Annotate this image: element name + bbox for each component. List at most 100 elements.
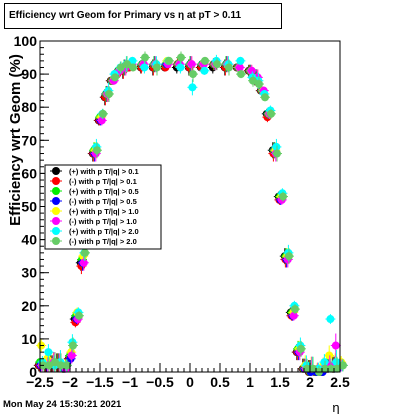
- legend-label: (+) with p T/|q| > 1.0: [69, 207, 139, 216]
- data-point: [225, 63, 233, 72]
- data-point: [153, 63, 161, 72]
- data-point: [237, 70, 245, 79]
- data-point: [57, 361, 65, 370]
- x-tick-label: 2.5: [330, 374, 350, 390]
- series-group: [38, 51, 348, 376]
- data-point: [297, 344, 305, 353]
- data-point: [105, 89, 113, 98]
- data-point: [44, 348, 53, 357]
- data-point: [267, 109, 275, 118]
- legend-marker: [52, 187, 60, 195]
- legend-marker: [52, 217, 60, 225]
- data-point: [309, 364, 317, 373]
- data-point: [236, 56, 245, 65]
- data-point: [93, 146, 101, 155]
- legend: (+) with p T/|q| > 0.1(-) with p T/|q| >…: [44, 164, 162, 250]
- data-point: [320, 358, 329, 367]
- data-point: [188, 83, 197, 92]
- y-axis-label: Efficiency wrt Geom (%): [7, 54, 24, 226]
- y-tick-label: 0: [29, 364, 37, 380]
- x-tick-label: −1: [122, 374, 138, 390]
- x-tick-label: −2.5: [26, 374, 54, 390]
- data-point: [176, 63, 185, 72]
- data-point: [325, 351, 334, 360]
- data-point: [200, 66, 209, 75]
- data-point: [117, 63, 125, 72]
- data-point: [326, 315, 335, 324]
- data-point: [187, 60, 196, 69]
- data-point: [79, 258, 88, 267]
- data-point: [303, 364, 311, 373]
- x-tick-label: −0.5: [146, 374, 174, 390]
- data-point: [123, 60, 131, 69]
- data-point: [332, 358, 341, 367]
- data-point: [261, 93, 269, 102]
- data-point: [279, 192, 287, 201]
- data-point: [327, 364, 335, 373]
- y-tick-label: 40: [21, 232, 37, 248]
- x-tick-label: 1.5: [270, 374, 290, 390]
- y-tick-label: 10: [21, 331, 37, 347]
- data-point: [111, 73, 119, 82]
- data-point: [291, 305, 299, 314]
- data-point: [129, 63, 137, 72]
- data-point: [255, 80, 263, 89]
- legend-marker: [52, 167, 60, 175]
- data-point: [235, 63, 244, 72]
- data-point: [51, 358, 59, 367]
- y-tick-label: 70: [21, 132, 37, 148]
- legend-marker: [52, 207, 60, 215]
- data-point: [247, 66, 256, 75]
- data-point: [273, 149, 281, 158]
- x-tick-label: −1.5: [86, 374, 114, 390]
- x-axis-label: η: [332, 400, 339, 414]
- chart-marks: [33, 51, 348, 376]
- x-tick-label: −2: [62, 374, 78, 390]
- legend-label: (-) with p T/|q| > 1.0: [69, 217, 137, 226]
- y-tick-label: 60: [21, 165, 37, 181]
- data-point: [285, 252, 293, 261]
- timestamp: Mon May 24 15:30:21 2021: [3, 399, 122, 410]
- x-tick-label: 2: [306, 374, 314, 390]
- data-point: [97, 116, 106, 125]
- chart-title: Efficiency wrt Geom for Primary vs η at …: [4, 3, 282, 29]
- data-point: [339, 361, 347, 370]
- x-tick-label: 1: [246, 374, 254, 390]
- legend-marker: [52, 227, 60, 235]
- data-point: [75, 311, 83, 320]
- data-point: [321, 364, 329, 373]
- data-point: [140, 63, 149, 72]
- x-tick-label: 0: [186, 374, 194, 390]
- data-point: [249, 76, 257, 85]
- y-tick-label: 30: [21, 265, 37, 281]
- legend-marker: [52, 197, 60, 205]
- legend-box: [44, 164, 162, 250]
- data-point: [141, 53, 149, 62]
- data-point: [165, 56, 173, 65]
- legend-marker: [52, 177, 60, 185]
- data-point: [45, 361, 53, 370]
- legend-label: (-) with p T/|q| > 0.1: [69, 177, 137, 186]
- data-point: [289, 311, 298, 320]
- x-tick-label: 0.5: [210, 374, 230, 390]
- data-point: [67, 351, 76, 360]
- legend-label: (+) with p T/|q| > 0.1: [69, 167, 139, 176]
- legend-marker: [52, 237, 60, 245]
- data-point: [331, 341, 340, 350]
- legend-label: (-) with p T/|q| > 0.5: [69, 197, 137, 206]
- y-tick-label: 50: [21, 199, 37, 215]
- legend-label: (+) with p T/|q| > 2.0: [69, 227, 139, 236]
- data-point: [272, 142, 281, 151]
- legend-label: (-) with p T/|q| > 2.0: [69, 237, 137, 246]
- data-point: [81, 248, 89, 257]
- legend-label: (+) with p T/|q| > 0.5: [69, 187, 139, 196]
- data-point: [213, 60, 221, 69]
- data-point: [63, 361, 71, 370]
- data-point: [333, 364, 341, 373]
- data-point: [69, 341, 77, 350]
- y-tick-label: 20: [21, 298, 37, 314]
- data-point: [177, 53, 185, 62]
- data-point: [201, 56, 209, 65]
- axes: −2.5 −2 −1.5 −1 −0.5 0 0.5 1 1.5 2 2.5 0 10 20 30 40 50 6…: [14, 33, 350, 390]
